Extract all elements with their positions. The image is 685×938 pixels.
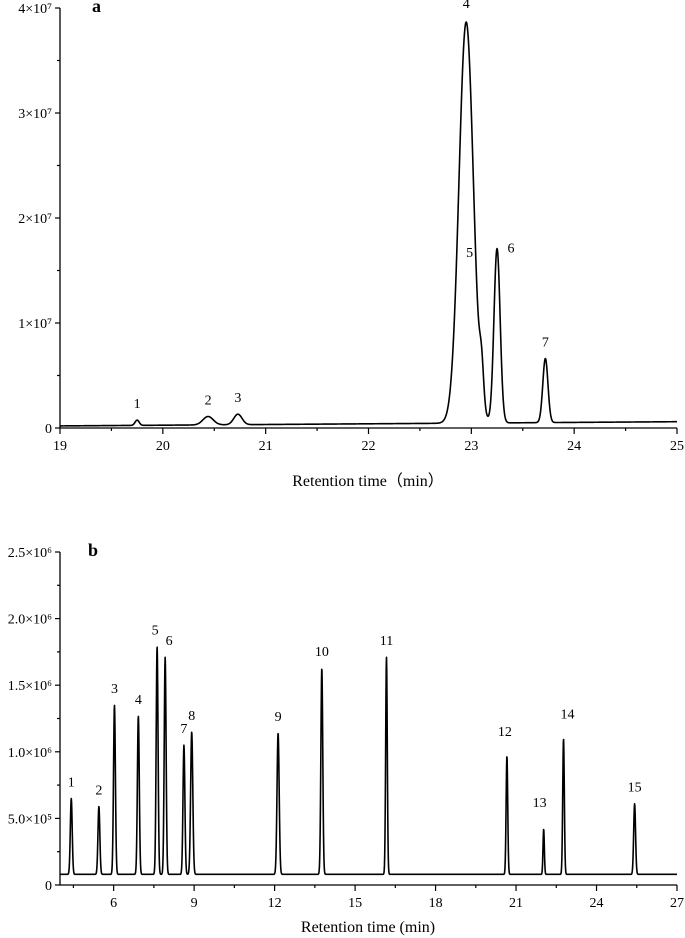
peak-label: 7 xyxy=(180,722,187,737)
x-tick-label: 20 xyxy=(156,439,170,454)
y-tick-label: 2.5×10⁶ xyxy=(8,546,52,561)
y-tick-label: 1.5×10⁶ xyxy=(8,679,52,694)
y-tick-label: 2.0×10⁶ xyxy=(8,613,52,628)
peak-label: 9 xyxy=(275,710,282,725)
chromatogram-trace-b xyxy=(59,646,678,876)
peak-label: 15 xyxy=(628,781,642,796)
peak-label: 6 xyxy=(508,242,515,257)
peak-label: 14 xyxy=(561,707,575,722)
peak-label: 11 xyxy=(380,634,393,649)
x-tick-label: 24 xyxy=(590,896,604,911)
peak-label: 12 xyxy=(498,725,512,740)
x-tick-label: 9 xyxy=(191,896,198,911)
x-axis-title-b: Retention time (min) xyxy=(301,919,435,936)
axes-frame-a xyxy=(59,8,677,429)
peak-label: 2 xyxy=(205,393,212,408)
x-axis-ticks-a: 19 20 21 22 23 24 25 xyxy=(53,428,684,454)
y-tick-label: 4×10⁷ xyxy=(18,2,52,17)
x-tick-label: 19 xyxy=(53,439,67,454)
x-tick-label: 21 xyxy=(509,896,523,911)
panel-letter-b: b xyxy=(88,540,98,560)
peak-label: 8 xyxy=(188,709,195,724)
x-axis-title-a: Retention time（min） xyxy=(292,472,444,490)
x-tick-label: 25 xyxy=(670,439,684,454)
x-tick-label: 21 xyxy=(259,439,273,454)
x-tick-label: 15 xyxy=(348,896,362,911)
peak-label: 4 xyxy=(463,0,470,12)
peak-label: 3 xyxy=(234,391,241,406)
y-axis-ticks-a: 0 1×10⁷ 2×10⁷ 3×10⁷ 4×10⁷ xyxy=(18,2,60,437)
chart-panel-b: 0 5.0×10⁵ 1.0×10⁶ 1.5×10⁶ 2.0×10⁶ 2.5×10⁶ 6 9 1… xyxy=(8,540,684,936)
peak-label: 1 xyxy=(68,775,75,790)
x-tick-label: 12 xyxy=(268,896,282,911)
peak-label: 1 xyxy=(134,397,141,412)
peak-label: 5 xyxy=(152,624,159,639)
x-tick-label: 6 xyxy=(110,896,117,911)
x-tick-label: 23 xyxy=(464,439,478,454)
y-tick-label: 2×10⁷ xyxy=(18,212,52,227)
peak-label: 4 xyxy=(135,693,142,708)
x-tick-label: 24 xyxy=(567,439,581,454)
peak-label: 5 xyxy=(466,246,473,261)
peak-label: 6 xyxy=(166,634,173,649)
x-tick-label: 22 xyxy=(362,439,376,454)
axes-frame-b xyxy=(59,552,677,886)
y-axis-ticks-b: 0 5.0×10⁵ 1.0×10⁶ 1.5×10⁶ 2.0×10⁶ 2.5×10⁶ xyxy=(8,546,60,894)
y-tick-label: 0 xyxy=(45,879,52,894)
y-tick-label: 0 xyxy=(45,422,52,437)
peak-label: 2 xyxy=(95,783,102,798)
y-tick-label: 1×10⁷ xyxy=(18,317,52,332)
peak-label: 13 xyxy=(533,796,547,811)
x-tick-label: 18 xyxy=(429,896,443,911)
y-tick-label: 1.0×10⁶ xyxy=(8,746,52,761)
peak-label: 3 xyxy=(111,682,118,697)
chromatogram-trace-a xyxy=(59,21,678,427)
peak-label: 7 xyxy=(542,336,549,351)
x-axis-ticks-b: 6 9 12 15 18 21 24 27 xyxy=(72,885,684,911)
y-tick-label: 5.0×10⁵ xyxy=(8,812,52,827)
y-tick-label: 3×10⁷ xyxy=(18,107,52,122)
peak-label: 10 xyxy=(315,645,329,660)
panel-letter-a: a xyxy=(92,0,101,16)
peak-labels-a: 1 2 3 4 5 6 7 xyxy=(134,0,549,412)
x-tick-label: 27 xyxy=(670,896,684,911)
